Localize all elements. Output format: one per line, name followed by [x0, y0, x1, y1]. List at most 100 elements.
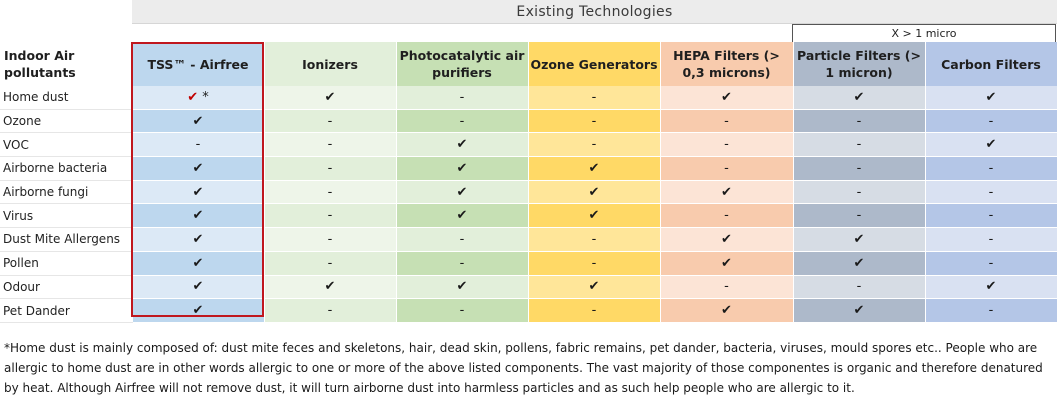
check-mark: ✔	[588, 184, 600, 200]
table-cell: ✔	[528, 203, 661, 229]
check-mark: ✔	[324, 89, 336, 105]
check-mark: ✔	[324, 279, 336, 295]
pollutant-label: Ozone	[0, 109, 133, 134]
table-cell: -	[660, 275, 794, 300]
dash-mark: -	[724, 113, 729, 129]
table-cell: ✔	[793, 251, 926, 276]
table-cell: ✔	[528, 275, 661, 300]
table-cell: ✔	[660, 227, 794, 252]
dash-mark: -	[724, 160, 729, 176]
table-cell: ✔	[660, 298, 794, 323]
pollutant-label: Airborne fungi	[0, 180, 133, 205]
dash-mark: -	[856, 279, 862, 295]
column-header-particle-filters: Particle Filters (> 1 micron)	[793, 42, 926, 86]
dash-mark: -	[327, 113, 333, 129]
table-cell: ✔	[132, 180, 265, 205]
check-mark: ✔	[853, 231, 865, 247]
home-dust-footnote: *Home dust is mainly composed of: dust m…	[4, 341, 1043, 395]
check-mark: ✔	[721, 231, 732, 247]
table-cell: -	[396, 227, 529, 252]
check-mark: ✔	[721, 184, 732, 200]
table-cell: -	[925, 180, 1057, 205]
table-row: VOC - - ✔ - - - ✔	[0, 132, 1057, 158]
table-cell: -	[660, 203, 794, 229]
dash-mark: -	[988, 231, 994, 247]
check-mark: ✔	[192, 184, 204, 200]
dash-mark: -	[327, 208, 333, 224]
check-mark: ✔	[456, 279, 468, 295]
table-row: Pollen ✔ - - - ✔ ✔ -	[0, 251, 1057, 276]
table-cell: ✔	[793, 86, 926, 110]
dash-mark: -	[459, 231, 465, 247]
check-mark: ✔	[721, 303, 732, 319]
dash-mark: -	[856, 184, 862, 200]
check-mark: ✔	[985, 137, 997, 153]
check-mark: ✔	[721, 89, 732, 105]
dash-mark: -	[724, 137, 729, 153]
check-mark: ✔	[192, 231, 204, 247]
table-cell: ✔	[132, 156, 265, 181]
table-cell: -	[793, 275, 926, 300]
check-mark: ✔	[456, 184, 468, 200]
dash-mark: -	[856, 113, 862, 129]
table-cell: -	[925, 109, 1057, 134]
dash-mark: -	[195, 137, 201, 153]
pollutant-label: Odour	[0, 275, 133, 300]
table-cell: -	[925, 227, 1057, 252]
table-cell: -	[396, 251, 529, 276]
table-cell: ✔	[264, 275, 397, 300]
dash-mark: -	[591, 255, 597, 271]
pollutants-column-header: Indoor Air pollutants	[0, 42, 133, 86]
check-mark: ✔	[192, 160, 204, 176]
dash-mark: -	[327, 137, 333, 153]
pollutant-label: Home dust	[0, 86, 133, 110]
dash-mark: -	[591, 89, 597, 105]
table-cell: -	[264, 156, 397, 181]
dash-mark: -	[327, 255, 333, 271]
table-cell: -	[396, 86, 529, 110]
check-mark: ✔	[985, 279, 997, 295]
table-cell: -	[793, 156, 926, 181]
check-mark: ✔	[192, 208, 204, 224]
dash-mark: -	[591, 303, 597, 319]
table-cell: ✔	[132, 251, 265, 276]
column-header-ionizers: Ionizers	[264, 42, 397, 86]
column-header-carbon-filters: Carbon Filters	[925, 42, 1057, 86]
table-cell: -	[264, 203, 397, 229]
table-cell: ✔	[793, 227, 926, 252]
table-cell: ✔	[660, 251, 794, 276]
table-cell: ✔	[396, 180, 529, 205]
header-row: Indoor Air pollutants TSS™ - Airfree Ion…	[0, 42, 1057, 86]
table-cell: ✔	[793, 298, 926, 323]
column-header-ozone-generators: Ozone Generators	[528, 42, 661, 86]
table-cell: -	[264, 180, 397, 205]
check-mark: ✔ *	[187, 89, 209, 105]
banner-title: Existing Technologies	[516, 4, 673, 20]
table-cell: ✔	[925, 275, 1057, 300]
table-cell: -	[528, 132, 661, 158]
table-cell: ✔	[528, 180, 661, 205]
table-cell: ✔	[132, 227, 265, 252]
table-cell: -	[925, 203, 1057, 229]
dash-mark: -	[591, 137, 597, 153]
table-cell: -	[396, 298, 529, 323]
table-cell: -	[396, 109, 529, 134]
dash-mark: -	[856, 137, 862, 153]
check-mark: ✔	[192, 279, 204, 295]
comparison-table: Indoor Air pollutants TSS™ - Airfree Ion…	[0, 42, 1057, 323]
table-cell: -	[925, 298, 1057, 323]
dash-mark: -	[988, 208, 994, 224]
dash-mark: -	[988, 184, 994, 200]
table-row: Airborne fungi ✔ - ✔ ✔ ✔ - -	[0, 180, 1057, 205]
check-mark: ✔	[853, 303, 865, 319]
table-cell: -	[793, 109, 926, 134]
table-cell: ✔	[925, 86, 1057, 110]
table-cell: -	[528, 227, 661, 252]
table-cell: -	[793, 180, 926, 205]
check-mark: ✔	[588, 279, 600, 295]
check-mark: ✔	[588, 160, 600, 176]
table-cell: ✔	[396, 275, 529, 300]
table-cell: ✔	[132, 109, 265, 134]
existing-technologies-banner: Existing Technologies	[132, 0, 1057, 24]
table-cell: -	[660, 132, 794, 158]
